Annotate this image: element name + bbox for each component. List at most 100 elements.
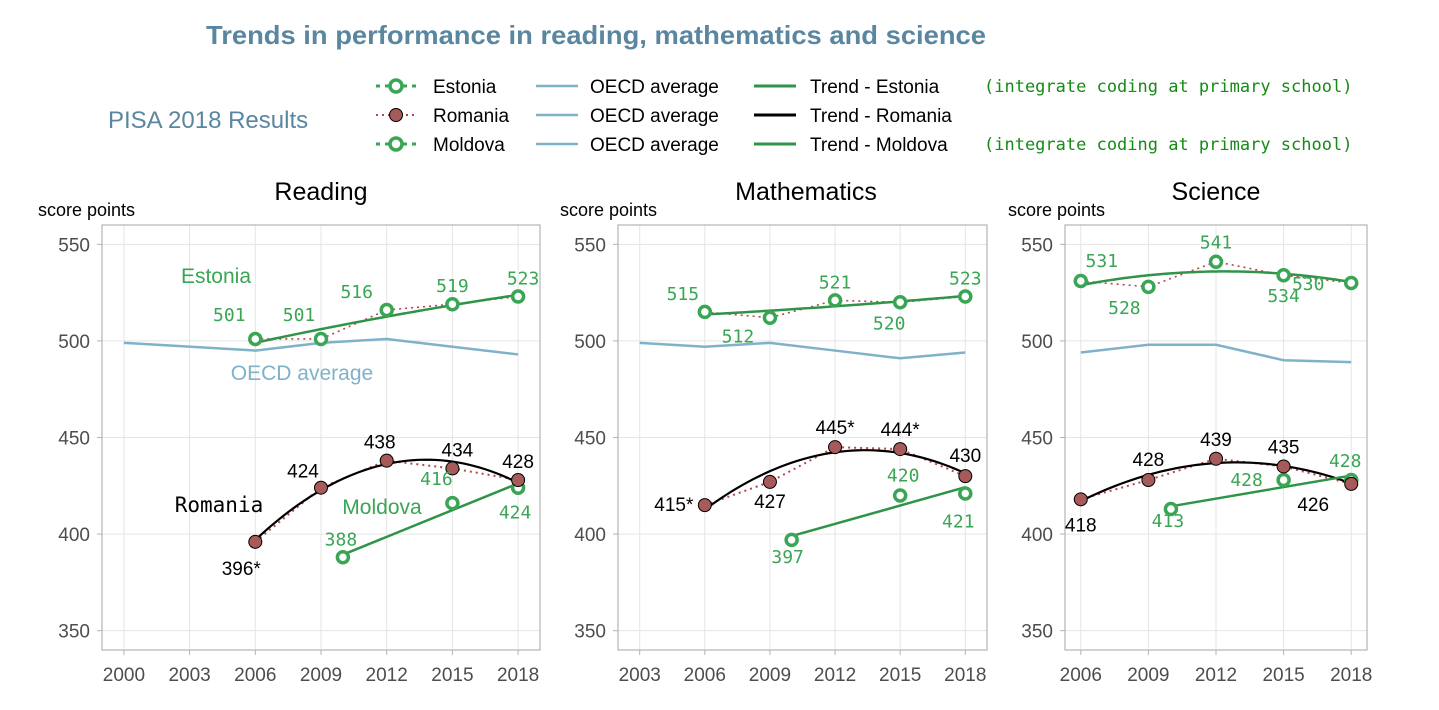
data-label-moldova: 397 [771,547,804,568]
data-label-romania: 445* [816,418,856,439]
x-tick-label: 2015 [1262,665,1304,686]
data-label-estonia: 512 [722,327,755,348]
x-tick-label: 2003 [168,665,210,686]
y-tick-label: 500 [574,332,606,353]
point-romania [893,442,908,457]
gridlines [1065,225,1367,650]
point-moldova [784,532,799,548]
annotation-estonia: Estonia [181,265,251,288]
x-tick-label: 2012 [814,665,856,686]
x-tick-label: 2006 [1060,665,1102,686]
y-tick-label: 450 [574,429,606,450]
x-tick-label: 2012 [1195,665,1237,686]
y-tick-label: 450 [58,429,90,450]
point-moldova [1163,501,1179,517]
legend-label-oecd: OECD average [590,77,719,98]
trend-line-estonia [1080,270,1352,287]
data-label-estonia: 516 [340,282,373,303]
data-label-moldova: 428 [1329,451,1362,472]
x-tick-label: 2000 [103,665,145,686]
point-estonia [958,289,973,304]
data-label-romania: 438 [364,433,396,454]
series-line-oecd-average [123,337,519,356]
panel-title: Reading [274,178,367,206]
data-label-romania: 439 [1200,430,1232,451]
data-label-moldova: 421 [942,512,975,533]
trend-line-moldova [342,482,519,556]
point-romania [958,469,973,484]
y-tick-label: 400 [1021,525,1053,546]
data-label-estonia: 523 [949,268,982,289]
legend-note: (integrate coding at primary school) [984,77,1352,97]
data-label-estonia: 541 [1200,233,1233,254]
legend-key-marker [389,108,403,122]
legend-note: (integrate coding at primary school) [984,135,1352,155]
gridlines [102,225,540,650]
data-label-estonia: 523 [507,268,540,289]
y-axis-label: score points [560,200,657,220]
point-romania [1209,451,1223,466]
point-estonia [379,302,394,318]
series-line-oecd-average [1080,343,1352,364]
point-romania [1141,473,1156,487]
x-tick-label: 2009 [1127,665,1169,686]
data-label-estonia: 519 [436,276,469,297]
point-moldova [1276,472,1291,488]
point-romania [445,461,460,476]
panel-title: Science [1172,178,1261,206]
legend: Estonia OECD average Trend - Estonia (integ… [376,77,1352,156]
data-label-estonia: 515 [667,284,700,305]
y-tick-label: 450 [1021,429,1053,450]
point-moldova [335,550,351,565]
data-label-romania: 427 [754,492,786,513]
point-romania [379,453,394,468]
x-tick-label: 2006 [684,665,726,686]
data-label-romania: 435 [1268,437,1300,458]
legend-label-country: Estonia [433,77,497,98]
y-tick-label: 350 [1021,622,1053,643]
x-tick-label: 2018 [1330,665,1372,686]
y-tick-label: 550 [574,235,606,256]
data-label-estonia: 521 [819,272,852,293]
data-label-romania: 426 [1297,495,1329,516]
y-tick-label: 500 [58,332,90,353]
x-tick-label: 2003 [619,665,661,686]
point-estonia [313,331,329,347]
point-estonia [1141,279,1156,295]
point-romania [828,440,843,455]
annotation-moldova: Moldova [342,496,422,519]
point-estonia [762,310,778,325]
point-estonia [1343,275,1359,291]
series-line-estonia [255,295,519,340]
annotation-romania: Romania [175,493,264,517]
legend-label-oecd: OECD average [590,106,719,127]
x-tick-label: 2015 [431,665,473,686]
point-estonia [1276,267,1291,283]
y-tick-label: 550 [58,235,90,256]
trend-line-moldova [1170,474,1352,508]
data-label-romania: 428 [1133,450,1165,471]
point-moldova [445,495,460,511]
point-romania [314,480,328,495]
y-tick-label: 400 [58,525,90,546]
point-estonia [510,289,526,304]
point-estonia [1208,254,1224,269]
data-label-romania: 396* [222,559,262,580]
chart-panels: 2000 2003 2006 2009 2012 2015 2018 350 400 450 500… [38,178,1372,686]
series-line-oecd-average [639,341,966,360]
panel-title: Mathematics [735,178,877,206]
figure-subtitle: PISA 2018 Results [108,107,308,134]
data-label-romania: 418 [1065,515,1097,536]
data-label-romania: 415* [654,495,694,516]
x-tick-label: 2006 [234,665,276,686]
point-romania [1073,492,1088,507]
data-label-moldova: 413 [1152,511,1185,532]
data-label-moldova: 388 [325,529,358,550]
data-label-estonia: 520 [873,313,906,334]
y-axis-label: score points [1008,200,1105,220]
y-axis-label: score points [38,200,135,220]
data-label-estonia: 531 [1086,251,1119,272]
y-tick-label: 400 [574,525,606,546]
point-estonia [1073,273,1089,289]
point-romania [1276,459,1291,474]
